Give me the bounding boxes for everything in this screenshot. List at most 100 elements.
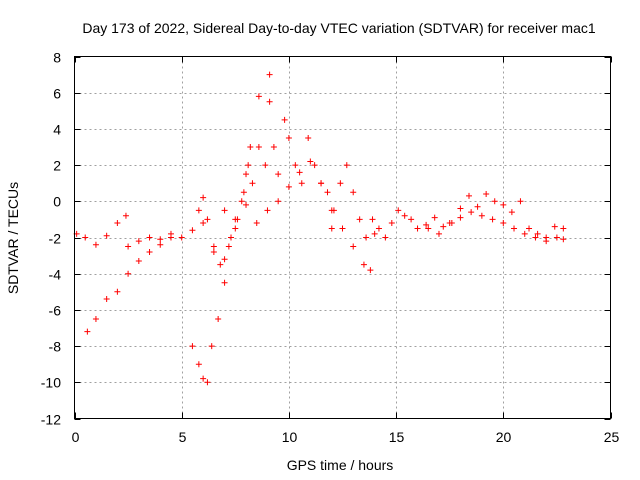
data-point <box>526 225 533 232</box>
data-point <box>298 180 305 187</box>
data-point <box>408 216 415 223</box>
data-point <box>285 134 292 141</box>
data-point <box>285 183 292 190</box>
data-point <box>551 223 558 230</box>
y-axis-label: SDTVAR / TECUs <box>5 182 21 294</box>
y-tick-labels: -12 -10 -8 -6 -4 -2 0 2 4 6 8 <box>41 50 61 428</box>
y-tick-label: -4 <box>49 267 62 283</box>
data-point <box>157 236 164 243</box>
data-point <box>457 214 464 221</box>
data-point <box>534 230 541 237</box>
data-point <box>425 225 432 232</box>
data-point <box>468 209 475 216</box>
data-point <box>478 212 485 219</box>
data-point <box>208 343 215 350</box>
data-point <box>247 144 254 150</box>
data-point <box>324 189 331 196</box>
y-tick-label: -8 <box>49 339 62 355</box>
data-point <box>350 189 357 196</box>
data-point <box>178 234 185 241</box>
data-point <box>369 216 376 223</box>
data-point <box>92 315 99 322</box>
data-point <box>195 361 202 368</box>
data-point <box>225 243 232 250</box>
data-point <box>281 116 288 123</box>
data-point <box>125 270 132 277</box>
plot-frame <box>74 56 611 419</box>
data-point <box>157 241 164 248</box>
y-tick-label: 6 <box>53 86 61 102</box>
y-tick-label: 2 <box>53 158 61 174</box>
data-point <box>560 225 567 232</box>
data-point <box>103 296 110 303</box>
axis-ticks <box>74 56 612 420</box>
data-point <box>446 220 453 227</box>
x-tick-label: 25 <box>604 429 620 445</box>
data-point <box>253 220 260 227</box>
data-point <box>232 216 239 223</box>
data-point <box>328 207 335 214</box>
data-point <box>431 214 438 221</box>
data-point <box>511 225 518 232</box>
data-point <box>92 241 99 248</box>
data-point <box>232 225 239 232</box>
data-point <box>195 207 202 214</box>
data-point <box>465 192 472 199</box>
y-tick-label: 0 <box>53 194 61 210</box>
x-tick-label: 5 <box>179 429 187 445</box>
data-point <box>318 180 325 187</box>
data-point <box>200 220 207 227</box>
data-point <box>114 288 121 295</box>
data-point <box>215 315 222 322</box>
data-point <box>135 258 142 265</box>
data-point <box>243 171 250 178</box>
data-point <box>146 248 153 255</box>
data-point <box>474 203 481 210</box>
data-point <box>382 234 389 241</box>
x-tick-labels: 0 5 10 15 20 25 <box>72 429 620 445</box>
data-point <box>255 93 262 100</box>
data-series-sdtvar <box>73 71 567 386</box>
data-point <box>228 234 235 241</box>
data-point <box>146 234 153 241</box>
data-point <box>553 234 560 241</box>
data-point <box>189 343 196 350</box>
data-point <box>401 212 408 219</box>
data-point <box>311 162 318 169</box>
data-point <box>435 230 442 237</box>
data-point <box>457 205 464 212</box>
x-tick-label: 10 <box>282 429 298 445</box>
data-point <box>266 71 273 78</box>
data-point <box>249 180 256 187</box>
data-point <box>103 232 110 239</box>
data-point <box>240 189 247 196</box>
data-point <box>221 207 228 214</box>
data-point <box>122 212 129 219</box>
data-point <box>275 198 282 205</box>
data-point <box>343 162 350 169</box>
data-point <box>255 144 262 150</box>
data-point <box>339 225 346 232</box>
data-point <box>262 162 269 169</box>
data-point <box>395 207 402 214</box>
y-tick-label: 8 <box>53 50 61 66</box>
data-point <box>82 234 89 241</box>
data-point <box>360 261 367 268</box>
data-point <box>356 216 363 223</box>
data-point <box>307 158 314 165</box>
y-tick-label: 4 <box>53 122 61 138</box>
data-point <box>489 216 496 223</box>
y-tick-label: -6 <box>49 303 62 319</box>
data-point <box>200 375 207 382</box>
data-point <box>363 234 370 241</box>
x-tick-label: 20 <box>496 429 512 445</box>
data-point <box>275 171 282 178</box>
data-point <box>221 279 228 286</box>
x-tick-label: 15 <box>389 429 405 445</box>
data-point <box>167 230 174 237</box>
data-point <box>270 144 277 150</box>
x-tick-label: 0 <box>72 429 80 445</box>
data-point <box>114 220 121 227</box>
